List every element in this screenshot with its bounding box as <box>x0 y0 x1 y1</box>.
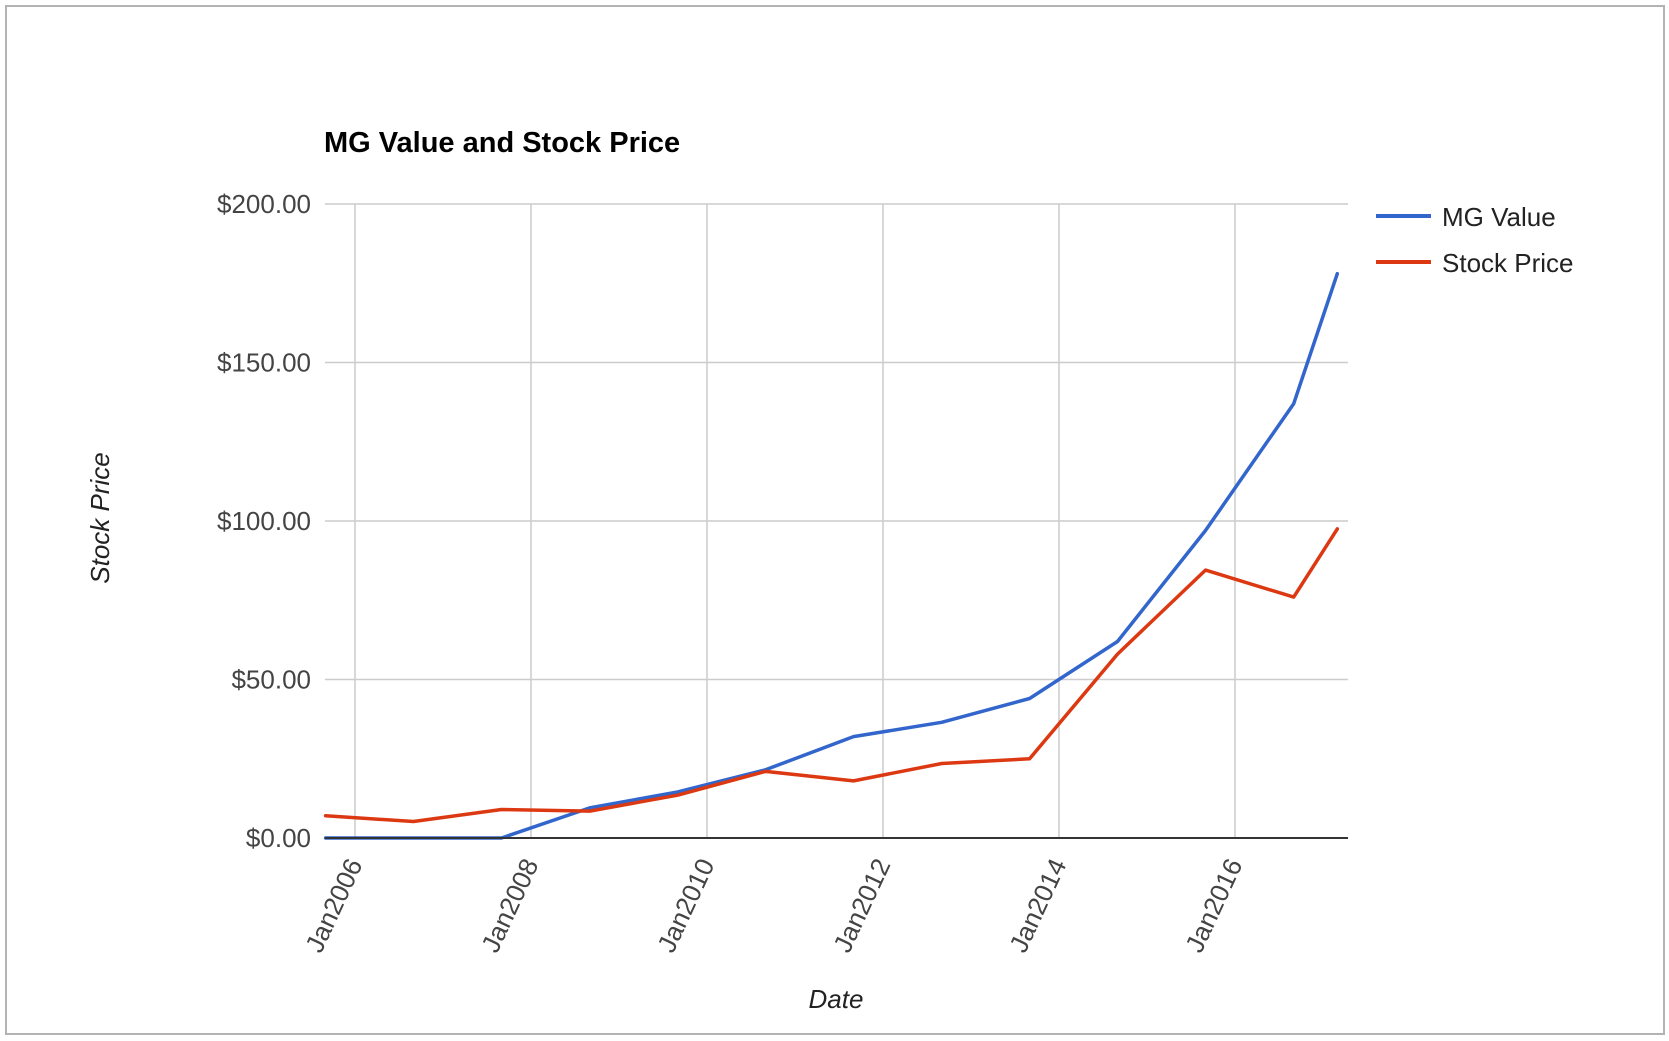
x-tick-label: Jan2010 <box>651 854 720 957</box>
chart-title: MG Value and Stock Price <box>324 127 680 159</box>
y-tick-label: $0.00 <box>246 823 311 853</box>
y-axis-ticks: $0.00 $50.00 $100.00 $150.00 $200.00 <box>217 189 311 853</box>
legend-item-mg-value[interactable]: MG Value <box>1376 202 1556 232</box>
x-tick-label: Jan2006 <box>299 854 368 957</box>
chart-legend: MG Value Stock Price <box>1376 202 1574 278</box>
chart-series <box>323 271 1340 840</box>
chart-gridlines <box>325 203 1348 838</box>
x-axis-ticks: Jan2006 Jan2008 Jan2010 Jan2012 Jan2014 Jan20… <box>299 854 1248 957</box>
legend-label-stock-price: Stock Price <box>1442 248 1574 278</box>
y-axis-title: Stock Price <box>85 452 115 584</box>
y-tick-label: $50.00 <box>231 665 311 695</box>
x-axis-title: Date <box>809 984 864 1014</box>
series-line-mg-value[interactable] <box>323 271 1340 840</box>
x-tick-label: Jan2016 <box>1179 854 1248 957</box>
legend-label-mg-value: MG Value <box>1442 202 1556 232</box>
y-tick-label: $150.00 <box>217 348 311 378</box>
x-tick-label: Jan2008 <box>475 854 544 957</box>
series-line-stock-price[interactable] <box>323 527 1340 824</box>
legend-item-stock-price[interactable]: Stock Price <box>1376 248 1574 278</box>
x-tick-label: Jan2014 <box>1003 854 1072 957</box>
x-tick-label: Jan2012 <box>827 854 896 957</box>
y-tick-label: $200.00 <box>217 189 311 219</box>
chart-container[interactable] <box>5 5 1665 1035</box>
y-tick-label: $100.00 <box>217 506 311 536</box>
